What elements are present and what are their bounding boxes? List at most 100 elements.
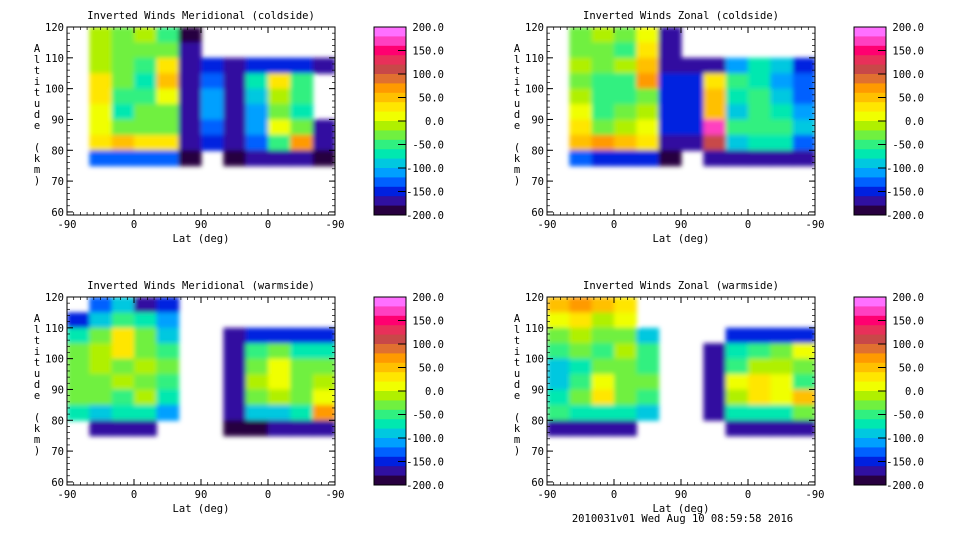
contour-cell — [748, 389, 771, 406]
contour-cell — [156, 119, 180, 136]
panel-1: Inverted Winds Meridional (coldside) -90 0… — [45, 10, 444, 245]
contour-cell — [725, 374, 749, 391]
contour-cell — [67, 358, 90, 375]
contour-cell — [290, 389, 314, 406]
contour-cell — [268, 404, 291, 421]
contour-cell — [201, 88, 224, 105]
contour-cell — [614, 57, 637, 74]
contour-cell — [312, 327, 335, 344]
contour-cell — [636, 134, 660, 151]
colorbar-swatch — [374, 36, 406, 47]
colorbar-swatch — [374, 391, 406, 401]
contour-cell — [268, 134, 291, 151]
colorbar-swatch — [374, 149, 406, 159]
contour-cell — [547, 404, 570, 421]
contour-cell — [658, 150, 682, 167]
y-tick-label: 100 — [45, 84, 64, 96]
colorbar-swatch — [854, 381, 886, 392]
colorbar-swatch — [854, 400, 886, 411]
contour-cell — [569, 104, 593, 121]
colorbar-swatch — [854, 139, 886, 150]
contour-cell — [703, 404, 727, 421]
contour-cell — [725, 404, 749, 421]
contour-cell — [312, 150, 335, 167]
contour-cell — [290, 57, 314, 74]
y-tick-label: 60 — [531, 207, 544, 219]
colorbar-swatch — [374, 139, 406, 150]
x-tick-label: 90 — [675, 489, 688, 501]
contour-cell — [591, 42, 615, 59]
contour-cell — [681, 88, 704, 105]
contour-cell — [223, 404, 247, 421]
contour-cell — [156, 297, 180, 314]
colorbar-swatch — [374, 456, 406, 467]
colorbar-swatch — [374, 344, 406, 354]
contour-cell — [591, 134, 615, 151]
contour-cell — [569, 404, 593, 421]
contour-cell — [770, 404, 794, 421]
colorbar-swatch — [854, 372, 886, 382]
contour-cell — [111, 104, 135, 121]
contour-cell — [725, 57, 749, 74]
x-tick-label: 0 — [265, 489, 271, 501]
contour-cell — [178, 88, 202, 105]
contour-cell — [89, 42, 113, 59]
contour-cell — [569, 297, 593, 314]
colorbar: 200.0 150.0 100.0 50.0 0.0 -50.0 -100.0 -150.0 -… — [373, 22, 444, 222]
y-axis-label: Altitude (km) — [511, 43, 523, 186]
contour-cell — [223, 327, 247, 344]
contour-cell — [134, 420, 157, 437]
contour-cell — [134, 73, 157, 90]
colorbar-swatch — [374, 121, 406, 131]
contour-cell — [111, 57, 135, 74]
contour-cell — [111, 73, 135, 90]
contour-cell — [223, 119, 247, 136]
colorbar-tick-label: -50.0 — [412, 410, 444, 422]
colorbar-swatch — [374, 381, 406, 392]
contour-cell — [134, 150, 157, 167]
contour-cell — [223, 57, 247, 74]
contour-cell — [725, 358, 749, 375]
contour-cell — [312, 374, 335, 391]
panel-2: Inverted Winds Zonal (coldside) -90 0 90 0 -9… — [525, 10, 924, 245]
y-tick-label: 90 — [51, 114, 64, 126]
colorbar-swatch — [854, 456, 886, 467]
contour-cell — [614, 312, 637, 329]
contour-cell — [111, 374, 135, 391]
contour-cell — [792, 374, 815, 391]
colorbar-swatch — [854, 447, 886, 458]
colorbar-swatch — [854, 419, 886, 429]
contour-cell — [312, 57, 335, 74]
contour-cell — [111, 134, 135, 151]
contour-cell — [681, 73, 704, 90]
contour-cell — [636, 327, 660, 344]
contour-cell — [312, 358, 335, 375]
colorbar-swatch — [374, 475, 406, 486]
contour-cell — [748, 134, 771, 151]
contour-cell — [67, 389, 90, 406]
colorbar-swatch — [374, 438, 406, 448]
contour-cell — [748, 104, 771, 121]
contour-cell — [223, 420, 247, 437]
contour-cell — [89, 150, 113, 167]
contour-cell — [245, 420, 269, 437]
contour-cell — [178, 104, 202, 121]
contour-cell — [156, 57, 180, 74]
panel-3: Inverted Winds Meridional (warmside) -90 0… — [45, 280, 444, 515]
contour-cell — [591, 389, 615, 406]
y-axis-label: Altitude (km) — [31, 43, 43, 186]
colorbar-swatch — [374, 27, 406, 37]
contour-cell — [245, 404, 269, 421]
contour-cell — [201, 57, 224, 74]
contour-cell — [569, 389, 593, 406]
contour-cell — [636, 374, 660, 391]
x-axis-label: Lat (deg) — [173, 233, 230, 245]
contour-cell — [111, 389, 135, 406]
contour-cell — [156, 134, 180, 151]
x-tick-label: -90 — [326, 219, 345, 231]
contour-cell — [681, 57, 704, 74]
contour-field — [569, 27, 815, 167]
colorbar-tick-label: 100.0 — [892, 339, 924, 351]
contour-cell — [569, 150, 593, 167]
contour-cell — [268, 420, 291, 437]
